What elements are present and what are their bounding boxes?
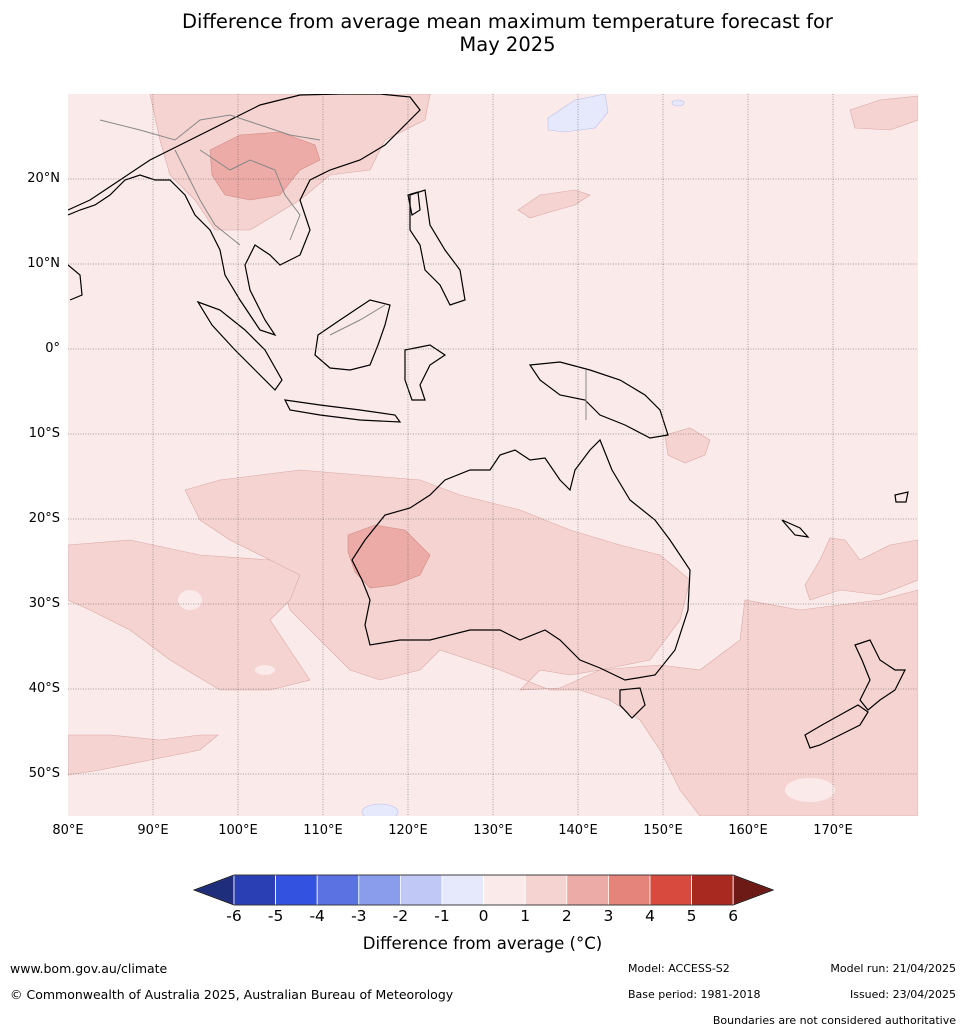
colorbar-tick-label: -3 (351, 907, 367, 925)
colorbar-cell (233, 874, 276, 906)
lat-tick: 10°N (27, 256, 60, 271)
boundaries-disclaimer: Boundaries are not considered authoritat… (712, 1014, 956, 1027)
colorbar-tick-label: 3 (603, 907, 614, 925)
lat-tick: 20°S (28, 511, 60, 526)
lat-tick: 30°S (28, 596, 60, 611)
issued-date: Issued: 23/04/2025 (849, 988, 956, 1001)
colorbar-tick-label: 4 (645, 907, 655, 925)
title-line-2: May 2025 (459, 33, 556, 56)
lon-tick: 80°E (52, 823, 84, 838)
base-period: Base period: 1981-2018 (628, 988, 761, 1001)
colorbar-tick-label: 0 (478, 907, 489, 925)
colorbar-tick-label: -6 (226, 907, 242, 925)
colorbar-cell (316, 874, 360, 906)
coastlines (68, 94, 909, 749)
colorbar-tick-label: 6 (728, 907, 739, 925)
colorbar-cell (275, 874, 318, 906)
country-borders (99, 114, 587, 420)
colorbar-tick-label: 1 (520, 907, 531, 925)
colorbar-tick-label: -2 (392, 907, 409, 925)
lat-tick: 40°S (28, 681, 60, 696)
colorbar-cell (566, 874, 609, 906)
lon-tick: 160°E (728, 823, 768, 838)
lon-tick: 140°E (558, 823, 598, 838)
colorbar-cell (524, 874, 568, 906)
colorbar-tick-label: -5 (267, 907, 284, 925)
colorbar-extend-high (732, 874, 775, 906)
map-title: Difference from average mean maximum tem… (0, 10, 965, 56)
graticule (68, 94, 918, 816)
colorbar-cell (358, 874, 401, 906)
lat-tick: 10°S (28, 426, 60, 441)
lon-tick: 170°E (813, 823, 853, 838)
colorbar-extend-low (192, 874, 235, 906)
lon-tick: 90°E (137, 823, 169, 838)
lon-tick: 150°E (643, 823, 683, 838)
lat-tick: 20°N (27, 171, 60, 186)
lon-tick: 110°E (303, 823, 343, 838)
colorbar-title: Difference from average (°C) (362, 934, 603, 953)
colorbar-cell (691, 874, 734, 906)
colorbar-cell (608, 874, 651, 906)
anomaly-minus-1-0-regions (361, 94, 685, 816)
lat-tick: 50°S (28, 766, 60, 781)
lat-tick: 0° (45, 341, 60, 356)
model-name: Model: ACCESS-S2 (628, 962, 730, 975)
colorbar-outline (192, 874, 775, 906)
title-line-1: Difference from average mean maximum tem… (182, 10, 833, 33)
copyright-text: © Commonwealth of Australia 2025, Austra… (10, 987, 454, 1002)
colorbar-tick-label: 2 (561, 907, 572, 925)
colorbar-cell (399, 874, 443, 906)
lon-tick: 120°E (388, 823, 428, 838)
colorbar-tick-label: 5 (686, 907, 697, 925)
anomaly-0-1-pockets (178, 95, 835, 802)
website-link[interactable]: www.bom.gov.au/climate (10, 961, 168, 976)
colorbar-cell (649, 874, 692, 906)
colorbar-cell (483, 874, 526, 906)
colorbar-tick-label: -1 (434, 907, 450, 925)
model-run-date: Model run: 21/04/2025 (830, 962, 956, 975)
colorbar-tick-label: -4 (309, 907, 325, 925)
colorbar-cell (441, 874, 484, 906)
lon-tick: 100°E (218, 823, 258, 838)
lon-tick: 130°E (473, 823, 513, 838)
